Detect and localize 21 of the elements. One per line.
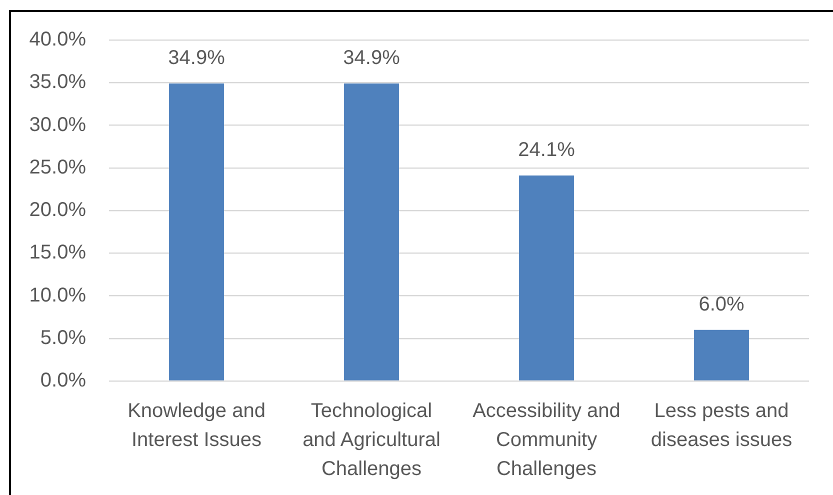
data-label: 34.9%: [168, 46, 226, 69]
y-tick-label: 10.0%: [29, 284, 86, 306]
y-tick-label: 15.0%: [29, 242, 86, 264]
data-label: 6.0%: [698, 293, 745, 316]
data-label: 34.9%: [343, 46, 400, 69]
x-tick-label: Less pests and diseases issues: [650, 400, 792, 452]
data-label: 24.1%: [518, 139, 576, 162]
y-tick-label: 20.0%: [29, 199, 86, 222]
y-tick-label: 40.0%: [29, 28, 86, 51]
x-tick-label: Technological and Agricultural Challenges: [302, 400, 440, 480]
bar: [344, 83, 399, 380]
bar: [519, 176, 574, 380]
y-tick-label: 30.0%: [29, 114, 86, 136]
bar: [694, 330, 749, 380]
y-tick-label: 35.0%: [29, 71, 86, 94]
y-tick-label: 25.0%: [29, 156, 86, 178]
y-tick-label: 5.0%: [40, 326, 86, 349]
bar: [169, 83, 224, 380]
x-tick-label: Knowledge and Interest Issues: [128, 400, 266, 452]
x-tick-label: Accessibility and Community Challenges: [472, 400, 620, 480]
y-tick-label: 0.0%: [40, 370, 86, 392]
